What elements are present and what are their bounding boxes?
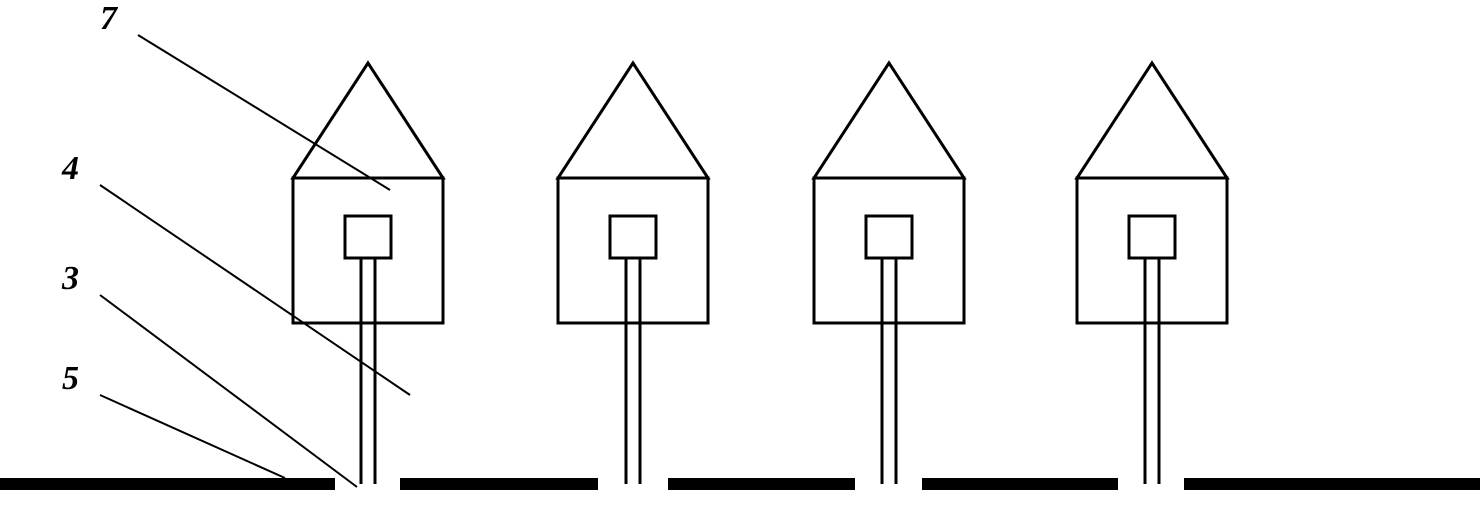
- unit-body: [814, 178, 964, 323]
- unit-roof: [293, 63, 443, 178]
- unit-inner-box: [345, 216, 391, 258]
- callout-label-3: 3: [62, 260, 79, 298]
- diagram-svg: [0, 0, 1480, 513]
- base-pad: [855, 476, 922, 490]
- callout-label-5: 5: [62, 360, 79, 398]
- unit-inner-box: [1129, 216, 1175, 258]
- unit-body: [293, 178, 443, 323]
- base-bar-segment: [1184, 478, 1480, 490]
- base-bar-segment: [0, 478, 335, 490]
- base-pad: [1118, 476, 1184, 490]
- callout-label-4: 4: [62, 150, 79, 188]
- base-bar-segment: [400, 478, 598, 490]
- unit-roof: [558, 63, 708, 178]
- base-pad: [598, 476, 668, 490]
- leader-line: [138, 35, 390, 190]
- base-bar-segment: [922, 478, 1118, 490]
- unit-inner-box: [866, 216, 912, 258]
- callout-label-7: 7: [100, 0, 117, 38]
- base-bar-segment: [668, 478, 855, 490]
- unit-roof: [814, 63, 964, 178]
- unit-body: [1077, 178, 1227, 323]
- unit-body: [558, 178, 708, 323]
- leader-line: [100, 395, 285, 478]
- unit-roof: [1077, 63, 1227, 178]
- unit-inner-box: [610, 216, 656, 258]
